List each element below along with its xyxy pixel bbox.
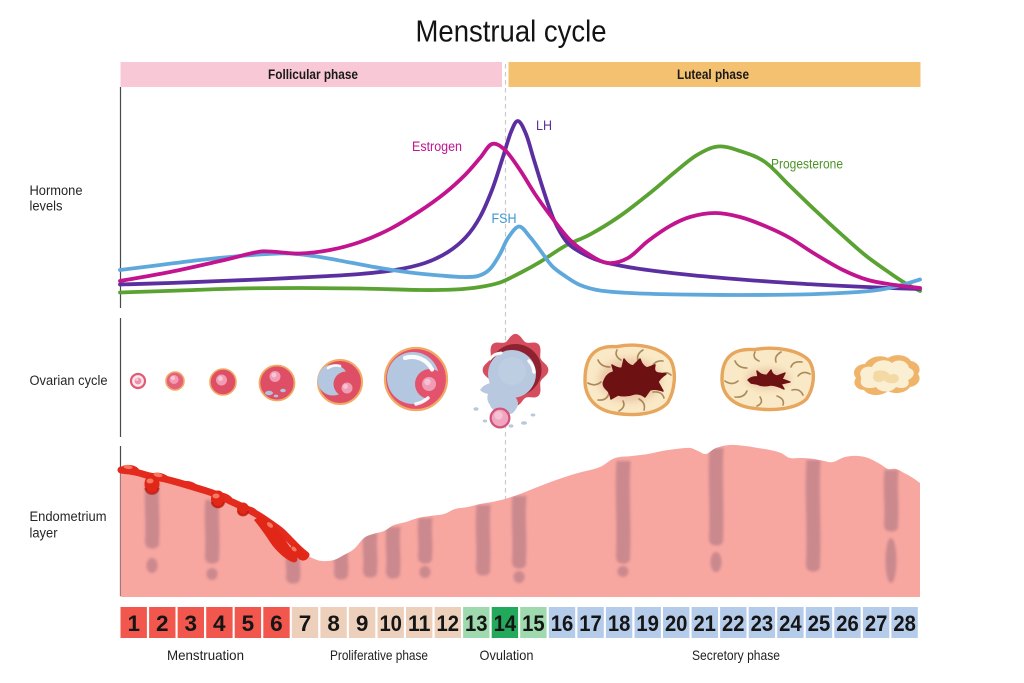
svg-text:14: 14	[494, 611, 517, 636]
svg-text:Proliferative phase: Proliferative phase	[330, 647, 428, 663]
svg-text:Secretory phase: Secretory phase	[692, 647, 780, 663]
svg-text:8: 8	[327, 611, 340, 636]
svg-text:11: 11	[408, 611, 431, 636]
svg-text:6: 6	[270, 611, 283, 636]
svg-text:24: 24	[779, 611, 802, 636]
svg-text:levels: levels	[30, 199, 63, 214]
svg-text:18: 18	[608, 611, 631, 636]
svg-text:10: 10	[379, 611, 402, 636]
svg-text:Follicular phase: Follicular phase	[268, 67, 358, 82]
svg-text:12: 12	[437, 611, 460, 636]
svg-text:Endometrium: Endometrium	[30, 509, 107, 524]
svg-text:21: 21	[693, 611, 716, 636]
svg-text:LH: LH	[536, 118, 552, 133]
svg-text:Ovulation: Ovulation	[480, 647, 534, 663]
svg-text:Menstruation: Menstruation	[167, 647, 244, 663]
svg-text:13: 13	[465, 611, 488, 636]
svg-text:Estrogen: Estrogen	[412, 139, 462, 154]
svg-text:23: 23	[751, 611, 774, 636]
svg-text:27: 27	[865, 611, 888, 636]
svg-text:FSH: FSH	[492, 211, 517, 226]
svg-text:17: 17	[579, 611, 602, 636]
svg-text:9: 9	[356, 611, 369, 636]
svg-text:layer: layer	[30, 526, 58, 541]
svg-text:16: 16	[551, 611, 574, 636]
svg-text:15: 15	[522, 611, 545, 636]
svg-text:Menstrual cycle: Menstrual cycle	[416, 15, 607, 49]
svg-text:25: 25	[808, 611, 831, 636]
svg-text:20: 20	[665, 611, 688, 636]
svg-text:Luteal phase: Luteal phase	[677, 67, 749, 82]
svg-text:5: 5	[242, 611, 255, 636]
svg-text:28: 28	[893, 611, 916, 636]
svg-text:Hormone: Hormone	[30, 183, 83, 198]
svg-text:2: 2	[156, 611, 169, 636]
svg-text:4: 4	[213, 611, 226, 636]
svg-text:3: 3	[185, 611, 198, 636]
svg-text:Progesterone: Progesterone	[771, 157, 843, 172]
svg-text:1: 1	[127, 611, 140, 636]
svg-text:26: 26	[836, 611, 859, 636]
svg-text:7: 7	[299, 611, 312, 636]
svg-text:22: 22	[722, 611, 745, 636]
svg-text:19: 19	[636, 611, 659, 636]
svg-text:Ovarian cycle: Ovarian cycle	[30, 373, 108, 388]
